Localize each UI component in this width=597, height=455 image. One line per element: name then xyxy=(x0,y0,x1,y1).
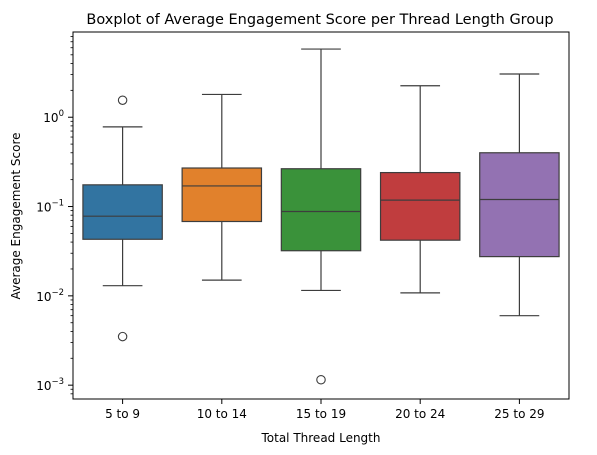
y-tick-label: 100 xyxy=(43,109,64,125)
chart-title: Boxplot of Average Engagement Score per … xyxy=(86,12,553,28)
outlier-point xyxy=(316,374,326,385)
box-iqr xyxy=(379,171,461,241)
x-axis-label: Total Thread Length xyxy=(260,431,380,445)
box-group xyxy=(479,73,560,317)
box-iqr xyxy=(181,167,263,223)
x-axis: 5 to 9 10 to 14 15 to 19 20 to 24 25 to 29 xyxy=(105,399,545,421)
box-group xyxy=(379,85,461,294)
y-axis: 10−3 10−2 10−1 100 xyxy=(36,36,73,395)
x-tick-label: 20 to 24 xyxy=(395,407,445,421)
outlier-point xyxy=(117,331,128,342)
outlier-point xyxy=(117,95,128,105)
box-group xyxy=(280,48,362,385)
plot-area xyxy=(82,48,560,385)
box-iqr xyxy=(280,168,362,252)
x-tick-label: 25 to 29 xyxy=(494,407,544,421)
box-group xyxy=(181,93,263,281)
box-iqr xyxy=(479,152,560,258)
y-tick-label: 10−3 xyxy=(36,377,64,393)
y-axis-label: Average Engagement Score xyxy=(9,132,23,299)
y-tick-label: 10−1 xyxy=(36,199,64,215)
y-tick-label: 10−2 xyxy=(36,288,64,304)
box-group xyxy=(82,95,163,342)
x-tick-label: 15 to 19 xyxy=(296,407,346,421)
x-tick-label: 10 to 14 xyxy=(197,407,247,421)
box-iqr xyxy=(82,184,163,240)
x-tick-label: 5 to 9 xyxy=(105,407,140,421)
